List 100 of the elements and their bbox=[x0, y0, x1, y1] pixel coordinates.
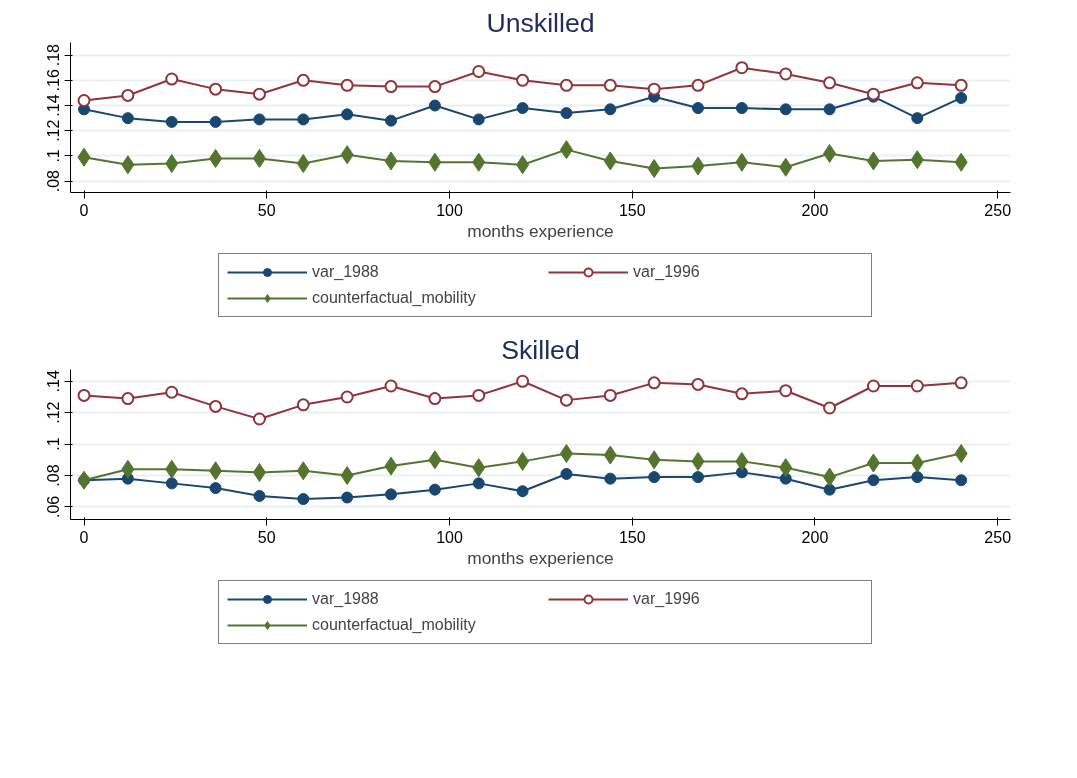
point bbox=[560, 467, 573, 480]
point bbox=[866, 379, 880, 393]
point bbox=[296, 154, 310, 174]
point bbox=[165, 115, 178, 128]
point bbox=[603, 78, 617, 92]
x-tick-label: 100 bbox=[436, 201, 463, 219]
y-tick-label: .12 bbox=[45, 401, 63, 424]
point bbox=[779, 384, 793, 398]
point bbox=[77, 93, 91, 107]
point bbox=[559, 393, 573, 407]
point bbox=[516, 102, 529, 115]
point bbox=[472, 388, 486, 402]
point bbox=[779, 67, 793, 81]
point bbox=[340, 390, 354, 404]
point bbox=[297, 113, 310, 126]
y-tick-label: .14 bbox=[45, 370, 63, 393]
y-tick-label: .18 bbox=[45, 43, 63, 67]
point bbox=[472, 65, 486, 78]
point bbox=[867, 474, 880, 487]
point bbox=[647, 450, 661, 470]
point bbox=[209, 148, 223, 168]
point bbox=[341, 491, 354, 504]
legend-label: var_1996 bbox=[633, 263, 701, 281]
point bbox=[209, 399, 223, 413]
y-tick-label: .12 bbox=[45, 119, 63, 142]
point bbox=[603, 445, 617, 465]
point bbox=[691, 451, 705, 471]
point bbox=[472, 477, 485, 490]
point bbox=[428, 152, 442, 172]
point bbox=[603, 151, 617, 171]
chart-title: Skilled bbox=[501, 334, 580, 365]
point bbox=[384, 379, 398, 393]
point bbox=[823, 483, 836, 496]
x-tick-label: 200 bbox=[801, 201, 829, 219]
point bbox=[647, 82, 661, 96]
x-tick-label: 150 bbox=[618, 201, 646, 219]
point bbox=[954, 444, 968, 464]
point bbox=[735, 102, 748, 115]
point bbox=[603, 388, 617, 402]
y-tick-label: .1 bbox=[45, 437, 63, 451]
chart-title: Unskilled bbox=[486, 7, 595, 38]
point bbox=[384, 456, 398, 476]
point bbox=[691, 78, 705, 92]
point bbox=[252, 412, 266, 426]
point bbox=[516, 451, 530, 471]
point bbox=[472, 458, 486, 478]
point bbox=[121, 392, 135, 406]
point bbox=[296, 461, 310, 481]
point bbox=[910, 453, 924, 473]
x-tick-label: 250 bbox=[984, 528, 1012, 546]
point bbox=[647, 376, 661, 390]
point bbox=[384, 151, 398, 171]
point bbox=[77, 388, 91, 402]
point bbox=[209, 461, 223, 481]
point bbox=[121, 155, 135, 175]
point bbox=[823, 103, 836, 116]
y-tick-label: .08 bbox=[45, 169, 63, 193]
y-tick-label: .14 bbox=[45, 94, 63, 117]
y-tick-label: .1 bbox=[45, 149, 63, 163]
point bbox=[735, 451, 749, 471]
point bbox=[165, 385, 179, 399]
x-tick-label: 200 bbox=[801, 528, 829, 546]
point bbox=[691, 156, 705, 176]
point bbox=[121, 459, 135, 479]
point bbox=[385, 114, 398, 127]
y-tick-label: .08 bbox=[45, 464, 63, 487]
point bbox=[647, 159, 661, 179]
point bbox=[955, 91, 968, 104]
point bbox=[165, 154, 179, 174]
legend-label: var_1996 bbox=[633, 590, 701, 608]
point bbox=[954, 376, 968, 390]
y-tick-label: .06 bbox=[45, 495, 63, 519]
point bbox=[296, 73, 310, 87]
point bbox=[472, 113, 485, 126]
point bbox=[735, 61, 749, 75]
point bbox=[779, 157, 793, 177]
legend-label: counterfactual_mobility bbox=[312, 616, 477, 634]
y-tick-label: .16 bbox=[45, 69, 63, 92]
point bbox=[252, 462, 266, 482]
x-tick-label: 0 bbox=[79, 201, 89, 219]
point bbox=[165, 72, 179, 86]
x-tick-label: 50 bbox=[257, 201, 276, 219]
point bbox=[692, 471, 705, 484]
point bbox=[340, 78, 354, 92]
point bbox=[604, 103, 617, 116]
point bbox=[516, 485, 529, 498]
point bbox=[910, 76, 924, 90]
point bbox=[516, 155, 530, 175]
point bbox=[121, 112, 134, 125]
point bbox=[253, 113, 266, 126]
point bbox=[428, 99, 441, 112]
point bbox=[340, 466, 354, 486]
point bbox=[559, 444, 573, 464]
point bbox=[252, 148, 266, 168]
point bbox=[823, 401, 837, 415]
point bbox=[209, 482, 222, 495]
point bbox=[428, 392, 442, 406]
point bbox=[954, 78, 968, 92]
point bbox=[77, 147, 91, 167]
point bbox=[165, 459, 179, 479]
